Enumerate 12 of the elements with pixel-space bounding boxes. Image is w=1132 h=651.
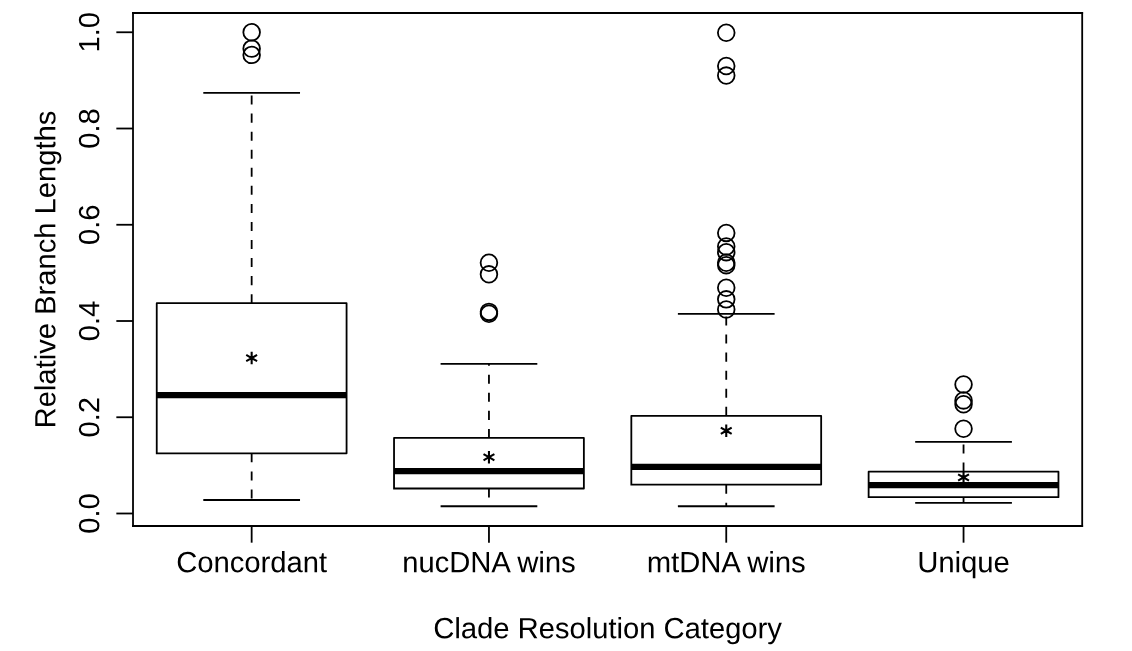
x-axis-title: Clade Resolution Category — [434, 617, 782, 645]
y-tick-label: 0.4 — [78, 301, 100, 341]
y-tick-label: 0.2 — [78, 398, 100, 437]
y-tick-label: 0.8 — [78, 109, 100, 148]
x-tick-label: nucDNA wins — [404, 551, 575, 573]
y-tick-label: 0.6 — [78, 205, 100, 244]
y-axis-title: Relative Branch Lengths — [34, 111, 62, 426]
y-tick-label: 1.0 — [78, 13, 100, 51]
x-tick-label: Unique — [919, 551, 1009, 579]
x-tick-label: mtDNA wins — [648, 551, 805, 573]
x-tick-label: Concordant — [177, 551, 327, 573]
y-tick-label: 0.0 — [78, 494, 100, 533]
